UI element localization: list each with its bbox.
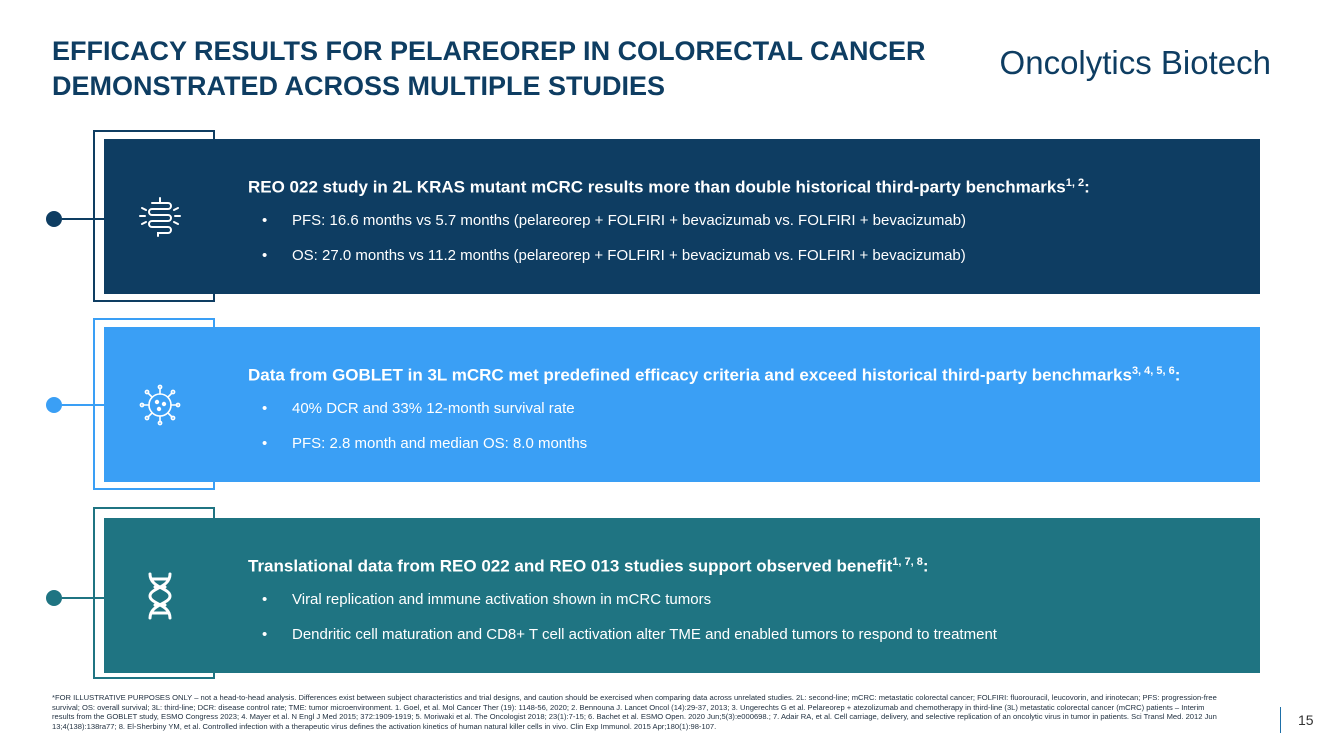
section-heading: Data from GOBLET in 3L mCRC met predefin… <box>248 365 1181 385</box>
bullet-item: PFS: 2.8 month and median OS: 8.0 months <box>248 435 1240 453</box>
timeline-dot <box>46 590 62 606</box>
section-heading: REO 022 study in 2L KRAS mutant mCRC res… <box>248 177 1090 197</box>
title-line-2: DEMONSTRATED ACROSS MULTIPLE STUDIES <box>52 71 666 101</box>
bullet-item: 40% DCR and 33% 12-month survival rate <box>248 400 1240 418</box>
bullet-item: Dendritic cell maturation and CD8+ T cel… <box>248 626 1240 644</box>
virus-icon <box>104 327 216 482</box>
timeline-connector <box>62 218 106 220</box>
bullet-item: OS: 27.0 months vs 11.2 months (pelareor… <box>248 247 1240 265</box>
page-number: 15 <box>1298 712 1314 728</box>
intestine-icon <box>104 139 216 294</box>
bullet-item: Viral replication and immune activation … <box>248 591 1240 609</box>
bullet-item: PFS: 16.6 months vs 5.7 months (pelareor… <box>248 212 1240 230</box>
title-line-1: EFFICACY RESULTS FOR PELAREOREP IN COLOR… <box>52 36 926 66</box>
section-panel: Data from GOBLET in 3L mCRC met predefin… <box>104 327 1260 482</box>
page-title: EFFICACY RESULTS FOR PELAREOREP IN COLOR… <box>52 34 952 104</box>
section-heading: Translational data from REO 022 and REO … <box>248 556 929 576</box>
page-number-divider <box>1280 707 1281 733</box>
section-panel: REO 022 study in 2L KRAS mutant mCRC res… <box>104 139 1260 294</box>
dna-icon <box>104 518 216 673</box>
timeline-connector <box>62 597 106 599</box>
timeline-dot <box>46 211 62 227</box>
footnote: *FOR ILLUSTRATIVE PURPOSES ONLY – not a … <box>52 693 1217 731</box>
timeline-dot <box>46 397 62 413</box>
brand-name: Oncolytics Biotech <box>999 44 1271 81</box>
timeline-connector <box>62 404 106 406</box>
section-panel: Translational data from REO 022 and REO … <box>104 518 1260 673</box>
